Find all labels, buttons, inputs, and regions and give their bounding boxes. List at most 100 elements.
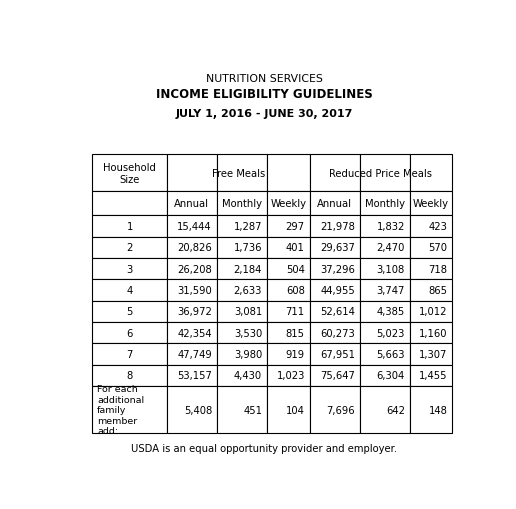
Text: 1,023: 1,023 — [277, 371, 305, 381]
Bar — [217, 192, 267, 216]
Text: 919: 919 — [286, 349, 305, 359]
Bar — [310, 155, 360, 192]
Bar — [167, 344, 217, 365]
Bar — [167, 365, 217, 386]
Bar — [410, 365, 453, 386]
Text: 20,826: 20,826 — [177, 243, 212, 253]
Text: 1,832: 1,832 — [377, 221, 405, 232]
Bar — [410, 216, 453, 237]
Text: 1: 1 — [126, 221, 133, 232]
Bar — [217, 344, 267, 365]
Text: 104: 104 — [286, 405, 305, 415]
Text: 8: 8 — [126, 371, 133, 381]
Text: 21,978: 21,978 — [320, 221, 355, 232]
Bar — [217, 216, 267, 237]
Bar — [92, 259, 167, 280]
Bar — [360, 237, 410, 259]
Bar — [167, 192, 217, 216]
Bar — [267, 344, 310, 365]
Text: Free Meals: Free Meals — [212, 168, 265, 179]
Bar — [410, 344, 453, 365]
Bar — [217, 259, 267, 280]
Text: 60,273: 60,273 — [320, 328, 355, 338]
Bar — [267, 386, 310, 434]
Text: 53,157: 53,157 — [177, 371, 212, 381]
Bar — [360, 192, 410, 216]
Text: 31,590: 31,590 — [177, 286, 212, 295]
Text: 4,430: 4,430 — [234, 371, 262, 381]
Bar — [92, 155, 167, 192]
Bar — [267, 259, 310, 280]
Text: 15,444: 15,444 — [178, 221, 212, 232]
Text: 42,354: 42,354 — [178, 328, 212, 338]
Text: 148: 148 — [429, 405, 447, 415]
Bar — [360, 322, 410, 344]
Text: 423: 423 — [429, 221, 447, 232]
Text: 3,108: 3,108 — [377, 264, 405, 274]
Text: 67,951: 67,951 — [320, 349, 355, 359]
Text: 1,160: 1,160 — [419, 328, 447, 338]
Bar — [360, 344, 410, 365]
Text: 718: 718 — [429, 264, 447, 274]
Text: 26,208: 26,208 — [177, 264, 212, 274]
Text: 3,980: 3,980 — [234, 349, 262, 359]
Bar — [167, 280, 217, 301]
Bar — [217, 301, 267, 322]
Bar — [310, 365, 360, 386]
Bar — [92, 192, 167, 216]
Bar — [360, 301, 410, 322]
Bar — [310, 259, 360, 280]
Bar — [410, 301, 453, 322]
Bar — [410, 155, 453, 192]
Bar — [92, 301, 167, 322]
Text: Reduced Price Meals: Reduced Price Meals — [330, 168, 432, 179]
Text: 297: 297 — [286, 221, 305, 232]
Bar — [217, 280, 267, 301]
Bar — [167, 237, 217, 259]
Text: Monthly: Monthly — [365, 199, 405, 209]
Text: 1,307: 1,307 — [419, 349, 447, 359]
Bar — [92, 237, 167, 259]
Bar — [410, 259, 453, 280]
Bar — [167, 216, 217, 237]
Bar — [267, 216, 310, 237]
Text: 29,637: 29,637 — [320, 243, 355, 253]
Bar — [310, 322, 360, 344]
Bar — [310, 216, 360, 237]
Text: 47,749: 47,749 — [177, 349, 212, 359]
Bar — [360, 386, 410, 434]
Text: 1,455: 1,455 — [419, 371, 447, 381]
Bar — [310, 386, 360, 434]
Text: 1,012: 1,012 — [419, 307, 447, 317]
Text: 44,955: 44,955 — [320, 286, 355, 295]
Text: 7,696: 7,696 — [326, 405, 355, 415]
Bar — [310, 280, 360, 301]
Text: 3,747: 3,747 — [377, 286, 405, 295]
Bar — [92, 280, 167, 301]
Bar — [360, 155, 410, 192]
Text: JULY 1, 2016 - JUNE 30, 2017: JULY 1, 2016 - JUNE 30, 2017 — [176, 109, 353, 119]
Bar — [410, 192, 453, 216]
Text: USDA is an equal opportunity provider and employer.: USDA is an equal opportunity provider an… — [132, 443, 397, 453]
Bar — [267, 155, 310, 192]
Text: 6,304: 6,304 — [377, 371, 405, 381]
Text: 5,663: 5,663 — [377, 349, 405, 359]
Bar — [167, 301, 217, 322]
Bar — [267, 192, 310, 216]
Bar — [310, 237, 360, 259]
Bar — [410, 386, 453, 434]
Text: 504: 504 — [286, 264, 305, 274]
Text: Weekly: Weekly — [413, 199, 449, 209]
Bar — [267, 322, 310, 344]
Text: 7: 7 — [126, 349, 133, 359]
Bar — [360, 365, 410, 386]
Bar — [217, 386, 267, 434]
Text: 2,633: 2,633 — [234, 286, 262, 295]
Bar — [217, 155, 267, 192]
Text: 4,385: 4,385 — [377, 307, 405, 317]
Text: 5,023: 5,023 — [377, 328, 405, 338]
Text: 5: 5 — [126, 307, 133, 317]
Text: 5,408: 5,408 — [184, 405, 212, 415]
Text: 75,647: 75,647 — [320, 371, 355, 381]
Text: 3: 3 — [126, 264, 133, 274]
